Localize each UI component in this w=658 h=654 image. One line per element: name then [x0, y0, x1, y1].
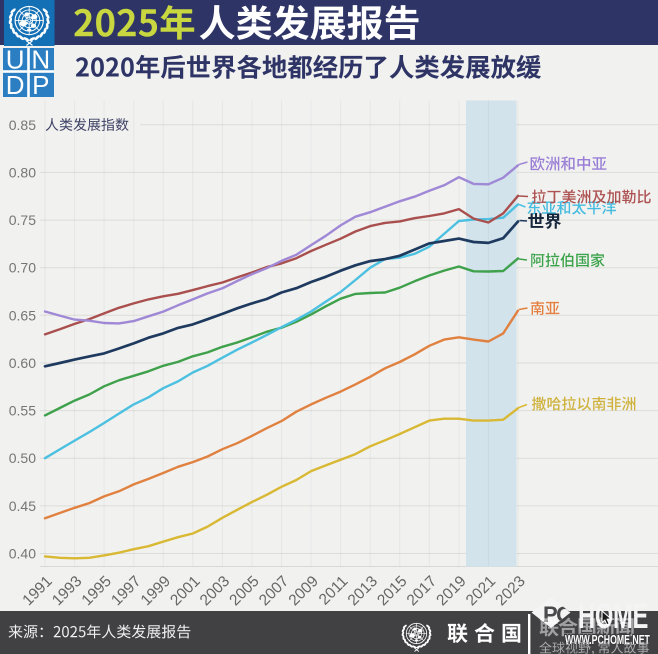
- svg-text:D: D: [6, 70, 25, 100]
- svg-text:P: P: [32, 70, 49, 100]
- svg-text:0.60: 0.60: [9, 355, 36, 371]
- svg-text:0.65: 0.65: [9, 307, 36, 323]
- svg-text:U: U: [6, 45, 25, 75]
- svg-text:N: N: [31, 45, 50, 75]
- svg-text:0.55: 0.55: [9, 403, 36, 419]
- svg-text:0.70: 0.70: [9, 260, 36, 276]
- svg-text:0.85: 0.85: [9, 117, 36, 133]
- svg-text:0.75: 0.75: [9, 212, 36, 228]
- svg-text:WWW.PCHOME.NET: WWW.PCHOME.NET: [565, 634, 650, 648]
- svg-text:0.50: 0.50: [9, 450, 36, 466]
- svg-text:0.40: 0.40: [9, 546, 36, 562]
- svg-text:0.45: 0.45: [9, 498, 36, 514]
- svg-text:0.80: 0.80: [9, 164, 36, 180]
